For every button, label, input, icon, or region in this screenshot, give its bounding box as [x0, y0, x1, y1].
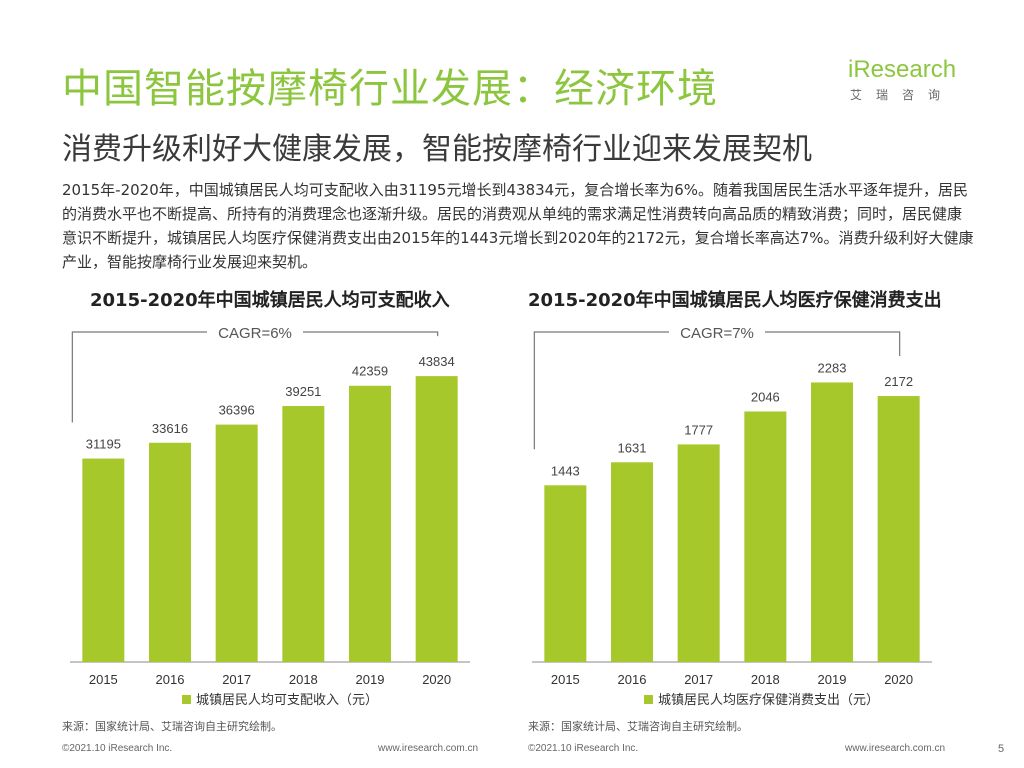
- income-bar-chart: 31195 2015 33616 2016 36396 2017 39251 2018 4235…: [70, 320, 470, 708]
- data-label-2018: 39251: [285, 384, 321, 399]
- iresearch-logo: iResearch 艾瑞咨询: [848, 56, 956, 103]
- x-tick-2018: 2018: [751, 672, 780, 687]
- data-label-2019: 42359: [352, 364, 388, 379]
- bar-2015: [82, 458, 125, 662]
- chart-title-medical: 2015-2020年中国城镇居民人均医疗保健消费支出: [528, 290, 942, 311]
- bar-2019: [811, 382, 853, 662]
- page-number: 5: [998, 743, 1005, 755]
- bar-2016: [149, 442, 191, 662]
- x-tick-2016: 2016: [618, 672, 647, 687]
- body-paragraph: 2015年-2020年，中国城镇居民人均可支配收入由31195元增长到43834…: [62, 181, 974, 271]
- footer-url-left[interactable]: www.iresearch.com.cn: [378, 743, 479, 754]
- footer-url-right[interactable]: www.iresearch.com.cn: [845, 743, 946, 754]
- data-label-2020: 43834: [419, 354, 455, 369]
- x-tick-2019: 2019: [356, 672, 385, 687]
- bar-2017: [215, 424, 258, 662]
- legend-label: 城镇居民人均医疗保健消费支出（元）: [658, 693, 879, 708]
- page-subtitle: 消费升级利好大健康发展，智能按摩椅行业迎来发展契机: [62, 132, 812, 167]
- bar-2019: [349, 385, 391, 662]
- data-label-2018: 2046: [751, 389, 780, 404]
- bar-2017: [677, 444, 720, 662]
- data-label-2017: 1777: [684, 422, 713, 437]
- cagr-label-bg: [207, 320, 303, 342]
- data-label-2020: 2172: [884, 374, 913, 389]
- x-tick-2020: 2020: [884, 672, 913, 687]
- data-label-2019: 2283: [818, 360, 847, 375]
- x-tick-2017: 2017: [684, 672, 713, 687]
- cagr-label: CAGR=7%: [680, 325, 754, 342]
- x-tick-2015: 2015: [89, 672, 118, 687]
- footer-copyright-right: ©2021.10 iResearch Inc.: [528, 743, 639, 754]
- data-label-2017: 36396: [219, 403, 255, 418]
- data-label-2015: 1443: [551, 463, 580, 478]
- x-tick-2019: 2019: [818, 672, 847, 687]
- page-title: 中国智能按摩椅行业发展：经济环境: [62, 66, 718, 112]
- logo-brand: iResearch: [848, 56, 957, 83]
- source-note-left: 来源：国家统计局、艾瑞咨询自主研究绘制。: [62, 720, 282, 733]
- chart-title-income: 2015-2020年中国城镇居民人均可支配收入: [90, 290, 450, 311]
- cagr-label: CAGR=6%: [218, 325, 292, 342]
- cagr-label-bg: [669, 320, 765, 342]
- legend-swatch: [644, 695, 653, 704]
- data-label-2016: 1631: [618, 440, 647, 455]
- source-note-right: 来源：国家统计局、艾瑞咨询自主研究绘制。: [528, 720, 748, 733]
- bar-2020: [877, 396, 920, 662]
- x-tick-2018: 2018: [289, 672, 318, 687]
- x-tick-2020: 2020: [422, 672, 451, 687]
- data-label-2016: 33616: [152, 421, 188, 436]
- bar-2018: [282, 406, 325, 662]
- legend-label: 城镇居民人均可支配收入（元）: [196, 693, 378, 708]
- bar-2016: [611, 462, 653, 662]
- x-tick-2015: 2015: [551, 672, 580, 687]
- x-tick-2017: 2017: [222, 672, 251, 687]
- bar-2018: [744, 411, 787, 662]
- legend-swatch: [182, 695, 191, 704]
- bar-2015: [544, 485, 587, 662]
- footer-copyright-left: ©2021.10 iResearch Inc.: [62, 743, 173, 754]
- x-tick-2016: 2016: [156, 672, 185, 687]
- data-label-2015: 31195: [86, 437, 121, 452]
- bar-2020: [415, 376, 458, 662]
- medical-bar-chart: 1443 2015 1631 2016 1777 2017 2046 2018 2283 2019…: [532, 320, 932, 708]
- logo-cn: 艾瑞咨询: [850, 88, 955, 102]
